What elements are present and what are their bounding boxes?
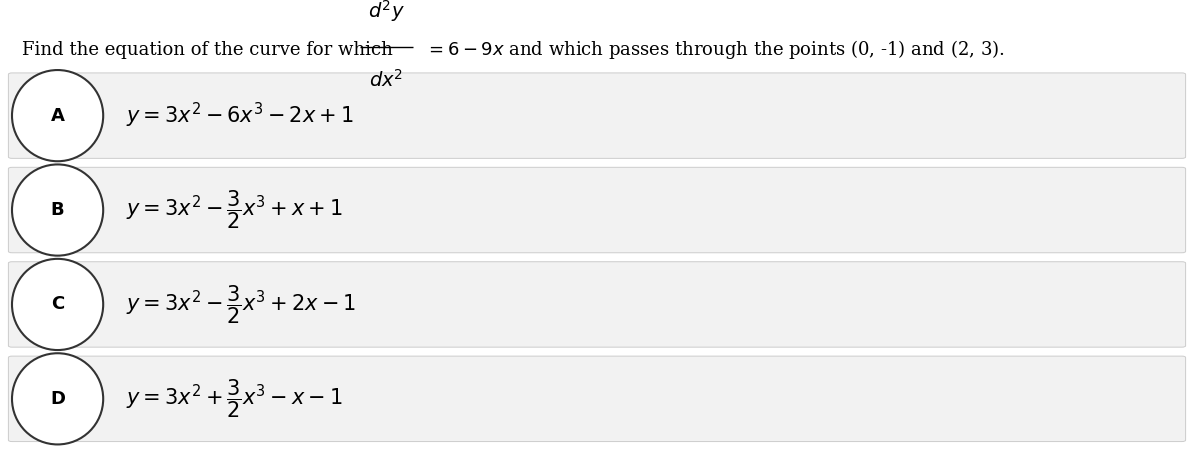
FancyBboxPatch shape — [8, 73, 1186, 159]
Ellipse shape — [12, 353, 103, 445]
Text: A: A — [50, 107, 65, 125]
Ellipse shape — [12, 259, 103, 350]
Text: $=6-9x$ and which passes through the points (0, -1) and (2, 3).: $=6-9x$ and which passes through the poi… — [425, 38, 1004, 61]
Text: $y=3x^2-6x^3-2x+1$: $y=3x^2-6x^3-2x+1$ — [126, 101, 354, 130]
Text: $y=3x^2+\dfrac{3}{2}x^3-x-1$: $y=3x^2+\dfrac{3}{2}x^3-x-1$ — [126, 378, 343, 420]
Text: C: C — [50, 295, 65, 313]
Text: $dx^2$: $dx^2$ — [370, 69, 403, 91]
Text: $d^2y$: $d^2y$ — [368, 0, 404, 24]
FancyBboxPatch shape — [8, 168, 1186, 253]
Ellipse shape — [12, 70, 103, 161]
Ellipse shape — [12, 164, 103, 256]
Text: Find the equation of the curve for which: Find the equation of the curve for which — [22, 41, 392, 59]
Text: $y=3x^2-\dfrac{3}{2}x^3+2x-1$: $y=3x^2-\dfrac{3}{2}x^3+2x-1$ — [126, 283, 356, 326]
FancyBboxPatch shape — [8, 261, 1186, 347]
Text: $y=3x^2-\dfrac{3}{2}x^3+x+1$: $y=3x^2-\dfrac{3}{2}x^3+x+1$ — [126, 189, 343, 231]
FancyBboxPatch shape — [8, 356, 1186, 442]
Text: D: D — [50, 390, 65, 408]
Text: B: B — [50, 201, 65, 219]
